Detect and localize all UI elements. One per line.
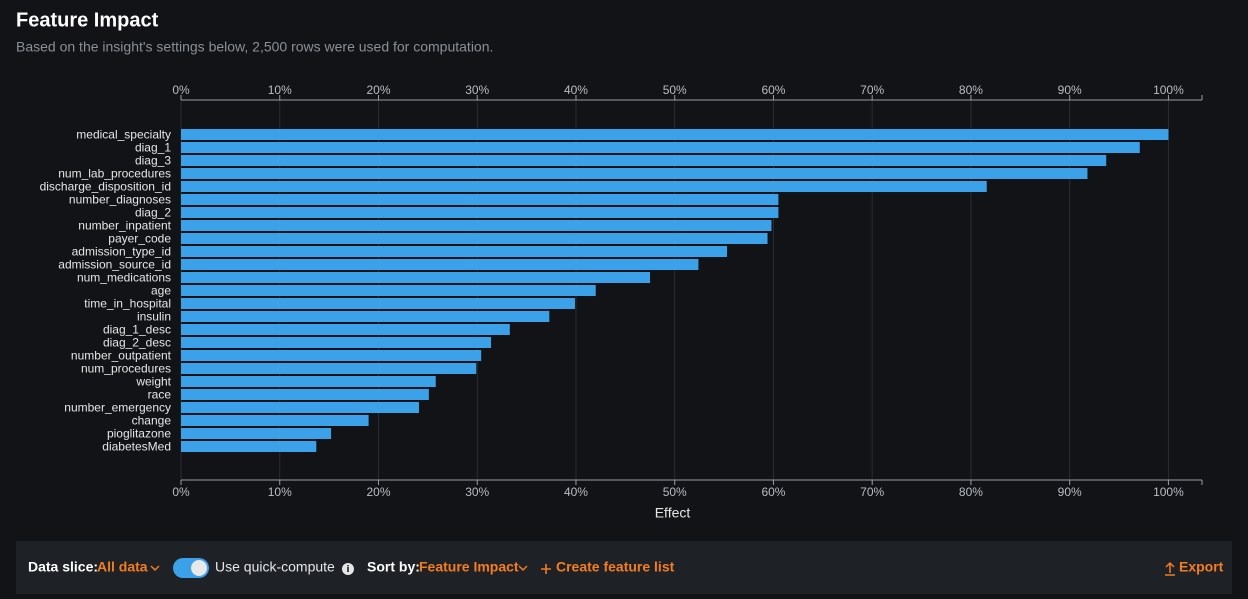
y-tick-label: weight xyxy=(135,375,171,389)
y-tick-label: age xyxy=(151,284,171,298)
y-tick-label: diag_2_desc xyxy=(103,336,171,350)
x-tick-label: 70% xyxy=(860,485,884,499)
x-tick-label: 100% xyxy=(1153,83,1184,97)
toolbar xyxy=(16,541,1232,594)
bar xyxy=(181,402,419,413)
chevron xyxy=(518,565,528,572)
bar xyxy=(181,350,482,361)
bar xyxy=(181,142,1140,153)
x-tick-label: 90% xyxy=(1058,83,1082,97)
x-tick-label: 30% xyxy=(465,485,489,499)
bar xyxy=(181,272,651,283)
x-tick-label: 90% xyxy=(1058,485,1082,499)
bar xyxy=(181,311,550,322)
toggle-knob xyxy=(191,560,207,576)
info-icon-stem xyxy=(347,567,349,572)
x-axis-label: Effect xyxy=(655,505,691,521)
x-tick-label: 50% xyxy=(663,83,687,97)
y-tick-label: discharge_disposition_id xyxy=(40,180,171,194)
y-tick-label: num_procedures xyxy=(81,362,171,376)
x-tick-label: 0% xyxy=(172,83,190,97)
bar xyxy=(181,428,332,439)
bar xyxy=(181,168,1088,179)
y-tick-label: pioglitazone xyxy=(107,427,171,441)
y-tick-label: number_inpatient xyxy=(78,219,171,233)
y-tick-label: time_in_hospital xyxy=(84,297,171,311)
y-tick-label: num_medications xyxy=(77,271,171,285)
x-tick-label: 0% xyxy=(172,485,190,499)
bar xyxy=(181,298,575,309)
x-tick-label: 20% xyxy=(366,83,390,97)
data-slice-label: Data slice: xyxy=(28,559,98,575)
y-tick-label: insulin xyxy=(137,310,171,324)
bar xyxy=(181,259,699,270)
y-tick-label: diabetesMed xyxy=(102,440,171,454)
info-icon-dot xyxy=(347,565,349,567)
bar xyxy=(181,376,436,387)
y-tick-label: medical_specialty xyxy=(76,128,171,142)
plus-icon xyxy=(541,564,551,574)
quick-compute-label: Use quick-compute xyxy=(215,559,335,575)
y-tick-label: diag_2 xyxy=(135,206,171,220)
x-tick-label: 100% xyxy=(1153,485,1184,499)
bar xyxy=(181,220,772,231)
bar xyxy=(181,389,429,400)
x-tick-label: 10% xyxy=(268,485,292,499)
x-tick-label: 10% xyxy=(268,83,292,97)
y-tick-label: diag_3 xyxy=(135,154,171,168)
bar xyxy=(181,285,596,296)
y-tick-label: diag_1 xyxy=(135,141,171,155)
y-tick-label: race xyxy=(148,388,172,402)
bar xyxy=(181,363,477,374)
y-tick-label: number_diagnoses xyxy=(69,193,171,207)
x-tick-label: 40% xyxy=(564,485,588,499)
bar xyxy=(181,207,779,218)
export-icon xyxy=(1165,561,1175,576)
export-button[interactable]: Export xyxy=(1179,559,1224,575)
x-tick-label: 20% xyxy=(366,485,390,499)
x-tick-label: 70% xyxy=(860,83,884,97)
bar xyxy=(181,415,369,426)
bar xyxy=(181,246,728,257)
bar xyxy=(181,155,1107,166)
y-tick-label: diag_1_desc xyxy=(103,323,171,337)
x-tick-label: 30% xyxy=(465,83,489,97)
x-tick-label: 60% xyxy=(761,485,785,499)
bar xyxy=(181,324,510,335)
y-tick-label: number_emergency xyxy=(64,401,171,415)
x-tick-label: 50% xyxy=(663,485,687,499)
y-tick-label: change xyxy=(132,414,172,428)
x-tick-label: 80% xyxy=(959,485,983,499)
page-subtitle: Based on the insight's settings below, 2… xyxy=(16,39,493,55)
y-tick-label: num_lab_procedures xyxy=(58,167,171,181)
bar xyxy=(181,129,1169,140)
y-tick-label: admission_type_id xyxy=(72,245,171,259)
bar xyxy=(181,194,779,205)
bar xyxy=(181,233,768,244)
x-tick-label: 80% xyxy=(959,83,983,97)
bar xyxy=(181,181,987,192)
chevron xyxy=(150,565,160,572)
x-tick-label: 60% xyxy=(761,83,785,97)
y-tick-label: number_outpatient xyxy=(71,349,172,363)
bar xyxy=(181,441,317,452)
y-tick-label: payer_code xyxy=(108,232,171,246)
create-feature-list[interactable]: Create feature list xyxy=(556,559,675,575)
x-tick-label: 40% xyxy=(564,83,588,97)
page-title: Feature Impact xyxy=(16,9,159,31)
plot: 0% 0% 10% 10% 20% 20% 30% 30% 40% 40% 50% 50% 60% 60%… xyxy=(40,83,1203,521)
bar xyxy=(181,337,492,348)
sort-dropdown[interactable]: Feature Impact xyxy=(419,559,519,575)
data-slice-dropdown[interactable]: All data xyxy=(97,559,148,575)
sort-label: Sort by: xyxy=(367,559,420,575)
y-tick-label: admission_source_id xyxy=(58,258,171,272)
